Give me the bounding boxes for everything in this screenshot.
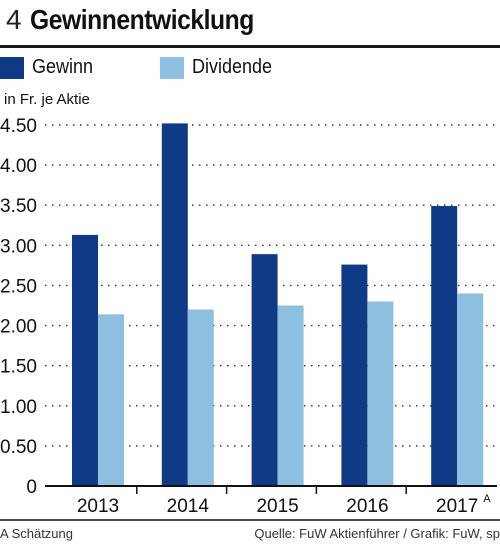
x-tick-label: 2017 xyxy=(436,496,478,517)
x-tick-label: 2014 xyxy=(167,496,210,517)
bar-dividende-2017 xyxy=(457,293,484,486)
legend-label-gewinn: Gewinn xyxy=(32,56,94,78)
legend-swatch-dividende xyxy=(160,56,184,79)
bar-gewinn-2015 xyxy=(251,254,278,486)
title-divider xyxy=(0,45,500,48)
legend-item-dividende: Dividende xyxy=(160,56,281,79)
chart-header: 4 Gewinnentwicklung xyxy=(6,4,284,44)
y-tick-label: 4.50 xyxy=(0,116,37,137)
y-tick-label: 0 xyxy=(26,477,37,498)
bar-dividende-2014 xyxy=(187,309,214,486)
y-tick-label: 3.50 xyxy=(0,196,37,217)
legend: Gewinn Dividende xyxy=(0,56,500,82)
bar-dividende-2016 xyxy=(367,301,394,486)
chart-title: Gewinnentwicklung xyxy=(29,4,254,35)
y-tick-label: 2.00 xyxy=(0,317,37,338)
bar-gewinn-2013 xyxy=(72,234,98,486)
figure-number: 4 xyxy=(6,4,22,35)
y-tick-label: 4.00 xyxy=(0,156,37,177)
legend-label-dividende: Dividende xyxy=(192,56,273,78)
x-tick-superscript: A xyxy=(483,493,491,505)
bar-gewinn-2014 xyxy=(161,123,188,486)
bar-dividende-2013 xyxy=(98,314,124,486)
y-tick-label: 2.50 xyxy=(0,276,37,297)
bar-chart: in Fr. je Aktie 0 0.50 1.00 1.50 2.00 2.50 3.00… xyxy=(0,91,500,521)
bar-gewinn-2017 xyxy=(431,206,458,486)
y-tick-label: 1.50 xyxy=(0,357,37,378)
source-credit: Quelle: FuW Aktienführer / Grafik: FuW, … xyxy=(254,526,500,541)
y-axis-label: in Fr. je Aktie xyxy=(4,91,90,108)
bar-dividende-2015 xyxy=(277,305,304,486)
bar-gewinn-2016 xyxy=(341,264,368,486)
footnote: A Schätzung xyxy=(0,526,73,541)
x-tick-label: 2016 xyxy=(346,496,388,517)
x-tick-label: 2015 xyxy=(256,496,298,517)
x-tick-label: 2013 xyxy=(77,496,119,517)
legend-swatch-gewinn xyxy=(0,56,24,79)
y-tick-label: 3.00 xyxy=(0,236,37,257)
y-tick-label: 1.00 xyxy=(0,397,37,418)
y-tick-label: 0.50 xyxy=(0,437,37,458)
legend-item-gewinn: Gewinn xyxy=(0,56,100,79)
